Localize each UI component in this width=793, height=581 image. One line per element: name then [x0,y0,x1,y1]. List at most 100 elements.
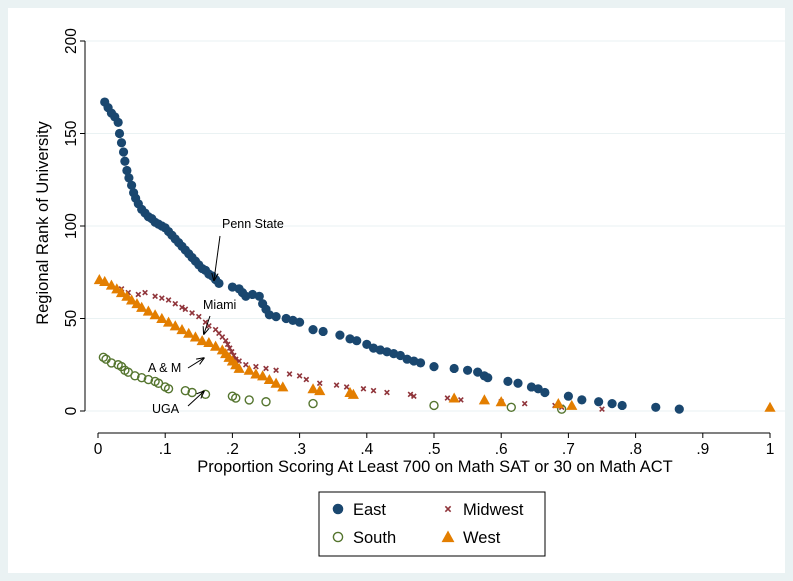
point-east [473,367,483,377]
point-midwest [599,406,605,413]
point-west [566,399,578,410]
point-east [114,128,125,139]
point-east [395,350,405,361]
legend-item-midwest: Midwest [444,501,524,519]
point-east [563,391,574,401]
point-midwest [224,341,231,348]
point-east [124,173,134,183]
annotation-arrow [204,315,211,334]
point-west [210,340,222,351]
y-tick-label: 200 [63,28,80,54]
legend-label: Midwest [463,501,524,519]
legend-item-south: South [332,529,396,547]
point-midwest [370,387,377,394]
legend: East Midwest South West [318,491,546,557]
annotation: Miami [203,298,236,334]
point-east [122,165,132,176]
point-east [503,376,513,386]
point-east [214,278,224,288]
point-south [136,373,147,383]
x-tick-label: .5 [428,441,441,458]
point-midwest [182,306,189,313]
point-east [674,404,684,414]
y-axis-label: Regional Rank of University [34,120,52,324]
point-midwest [360,385,367,392]
point-west [314,385,326,396]
point-east [318,326,328,337]
point-west [257,370,269,381]
point-east [113,117,123,127]
annotation-arrow [187,391,204,407]
point-south [429,400,439,411]
point-east [607,399,617,409]
point-east [449,363,459,374]
point-west [552,398,564,409]
annotation-label: UGA [152,402,180,416]
x-tick-label: 1 [766,441,775,458]
point-west [495,396,507,407]
point-east [429,362,439,372]
point-west [99,275,111,286]
point-west [105,279,118,290]
point-west [263,373,275,385]
point-south [231,393,241,403]
point-midwest [286,371,293,377]
point-midwest [222,337,229,344]
point-south [308,398,318,409]
point-east [594,397,604,407]
point-east [352,336,362,346]
series-midwest [118,286,605,413]
point-south [130,371,140,381]
point-midwest [316,380,323,387]
point-west [277,381,289,392]
annotation: UGA [152,391,204,416]
x-tick-label: .2 [226,441,239,458]
point-east [415,358,426,368]
point-midwest [165,297,172,303]
point-south [506,402,516,412]
point-west [307,383,319,394]
point-west [196,335,208,346]
point-south [98,352,109,363]
legend-label: East [353,501,386,519]
point-east [577,395,587,405]
y-tick-label: 0 [63,406,80,415]
point-south [261,397,271,407]
point-south [200,389,211,400]
point-west [478,394,490,405]
point-west [250,368,262,379]
point-west [270,377,282,388]
point-midwest [296,372,303,379]
point-midwest [253,363,259,370]
y-tick-label: 150 [63,120,80,146]
point-east [362,339,372,349]
annotation-arrow [187,358,204,369]
annotation-arrow [214,235,221,280]
legend-item-east: East [332,501,386,519]
annotation-label: Penn State [222,217,284,231]
legend-item-west: West [441,529,501,547]
x-tick-label: .7 [562,441,575,458]
series-west [93,274,776,412]
point-west [156,312,168,323]
point-east [617,400,627,411]
point-midwest [458,397,464,403]
point-west [448,392,460,403]
grid-lines [85,40,785,412]
point-east [463,365,473,375]
point-east [335,330,345,340]
point-south [106,358,117,368]
point-west [189,331,202,342]
point-midwest [142,289,148,296]
point-midwest [444,395,451,401]
point-west [203,336,215,348]
point-west [243,364,255,375]
point-midwest [179,304,185,311]
annotations: Penn State Miami A & M UGA [148,217,284,416]
point-east [651,402,661,412]
point-west [169,320,181,331]
point-east [120,156,130,166]
x-tick-label: .6 [495,441,508,458]
axes: 0 50 100 150 200 0 .1 .2 .3 .4 .5 .6 .7 .8 .9 1 [63,28,774,458]
